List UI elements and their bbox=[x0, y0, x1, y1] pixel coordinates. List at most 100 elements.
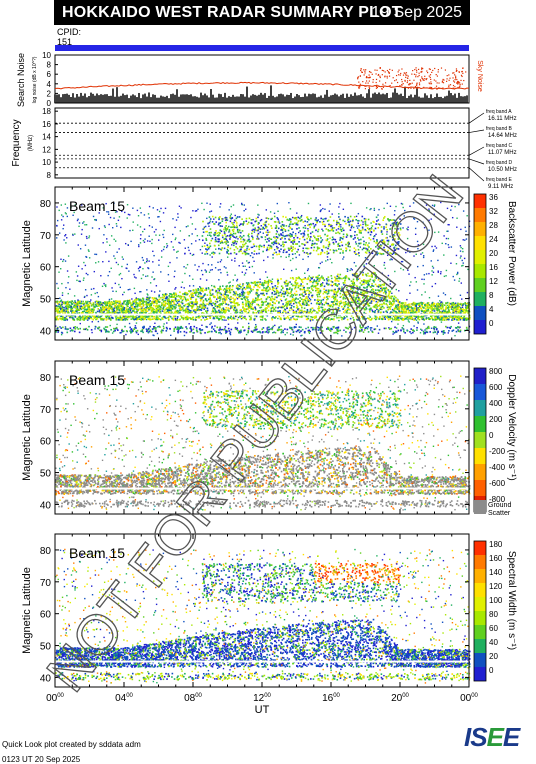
frequency-ylabel: Frequency bbox=[11, 119, 22, 166]
time-xlabel: UT bbox=[255, 704, 270, 716]
beam-label: Beam 15 bbox=[69, 198, 125, 214]
colorbar-tick-label: 4 bbox=[489, 305, 494, 314]
time-tick-superscript: 00 bbox=[264, 693, 271, 699]
ground-scatter-swatch bbox=[474, 500, 486, 514]
time-tick-label: 0000 bbox=[46, 693, 64, 704]
colorbar-segment bbox=[474, 278, 486, 292]
logo-letter: E bbox=[503, 722, 519, 753]
sky-noise-legend: Sky Noise bbox=[476, 60, 483, 92]
colorbar-tick-label: 140 bbox=[489, 568, 503, 577]
frequency-ytick-label: 18 bbox=[42, 107, 51, 116]
colorbar-tick-label: -200 bbox=[489, 447, 506, 456]
lat-tick-label: 40 bbox=[40, 326, 52, 337]
colorbar-tick-label: 24 bbox=[489, 235, 498, 244]
colorbar-segment bbox=[474, 292, 486, 306]
colorbar-segment bbox=[474, 208, 486, 222]
frequency-ytick-label: 12 bbox=[42, 145, 51, 154]
colorbar-tick-label: 0 bbox=[489, 666, 494, 675]
colorbar-tick-label: 100 bbox=[489, 596, 503, 605]
frequency-band-name: freq band A bbox=[486, 109, 512, 115]
colorbar-segment bbox=[474, 264, 486, 278]
noise-ytick-label: 10 bbox=[42, 51, 51, 60]
frequency-ytick-label: 8 bbox=[47, 171, 52, 180]
colorbar-segment bbox=[474, 480, 486, 496]
gap-stripe bbox=[55, 314, 469, 316]
colorbar-label: Spectral Width (m s⁻¹) bbox=[506, 551, 517, 650]
lat-tick-label: 70 bbox=[40, 405, 52, 416]
time-tick-label: 1200 bbox=[253, 693, 271, 704]
ground-scatter-label: Ground bbox=[488, 502, 511, 509]
lat-tick-label: 80 bbox=[40, 546, 52, 557]
footer-credit: Quick Look plot created by sddata adm bbox=[2, 740, 141, 749]
time-tick-superscript: 00 bbox=[471, 693, 478, 699]
gap-stripe bbox=[55, 661, 469, 663]
beam-label: Beam 15 bbox=[69, 372, 125, 388]
colorbar-segment bbox=[474, 236, 486, 250]
frequency-axes bbox=[55, 108, 469, 178]
isee-logo: ISEE bbox=[464, 722, 519, 753]
colorbar-tick-label: 28 bbox=[489, 221, 498, 230]
colorbar-segment bbox=[474, 194, 486, 208]
colorbar-segment bbox=[474, 653, 486, 667]
frequency-band-leader bbox=[469, 113, 484, 123]
colorbar-segment bbox=[474, 569, 486, 583]
lat-tick-label: 50 bbox=[40, 469, 52, 480]
colorbar-segment bbox=[474, 625, 486, 639]
colorbar-segment bbox=[474, 541, 486, 555]
frequency-band-leader bbox=[469, 130, 484, 133]
colorbar-segment bbox=[474, 416, 486, 432]
noise-ylabel: Search Noise bbox=[16, 53, 26, 107]
noise-panel: Search Noise log noise (dB x 10^?) Sky N… bbox=[16, 51, 483, 108]
colorbar-segment bbox=[474, 448, 486, 464]
logo-letter: S bbox=[470, 722, 486, 753]
colorbar-segment bbox=[474, 555, 486, 569]
colorbar-tick-label: -400 bbox=[489, 463, 506, 472]
frequency-band-leader bbox=[469, 159, 484, 164]
logo-letter: E bbox=[487, 722, 503, 753]
colorbar-segment bbox=[474, 306, 486, 320]
colorbar-segment bbox=[474, 432, 486, 448]
frequency-unit: (MHz) bbox=[28, 135, 34, 151]
noise-ytick-label: 6 bbox=[47, 70, 52, 79]
frequency-band-leader bbox=[469, 168, 484, 181]
time-tick-label: 2000 bbox=[391, 693, 409, 704]
time-tick-label: 0800 bbox=[184, 693, 202, 704]
noise-ytick-label: 8 bbox=[47, 61, 52, 70]
frequency-band-name: freq band D bbox=[486, 160, 513, 166]
colorbar-segment bbox=[474, 583, 486, 597]
time-tick-superscript: 00 bbox=[126, 693, 133, 699]
colorbar-segment bbox=[474, 667, 486, 681]
colorbar-tick-label: 60 bbox=[489, 624, 498, 633]
frequency-ytick-label: 16 bbox=[42, 120, 51, 129]
colorbar-tick-label: 12 bbox=[489, 277, 498, 286]
colorbar-segment bbox=[474, 597, 486, 611]
colorbar-tick-label: 32 bbox=[489, 207, 498, 216]
colorbar-tick-label: 80 bbox=[489, 610, 498, 619]
frequency-band-value: 16.11 MHz bbox=[488, 116, 517, 122]
colorbar-tick-label: 0 bbox=[489, 319, 494, 328]
lat-tick-label: 40 bbox=[40, 500, 52, 511]
lat-tick-label: 60 bbox=[40, 610, 52, 621]
colorbar-segment bbox=[474, 611, 486, 625]
lat-tick-label: 60 bbox=[40, 437, 52, 448]
colorbar-tick-label: 40 bbox=[489, 638, 498, 647]
colorbar-segment bbox=[474, 320, 486, 334]
colorbar-tick-label: 400 bbox=[489, 399, 503, 408]
colorbar-segment bbox=[474, 250, 486, 264]
colorbar-label: Doppler Velocity (m s⁻¹) bbox=[506, 374, 517, 480]
panel-ylabel: Magnetic Latitude bbox=[21, 220, 33, 307]
time-tick-superscript: 00 bbox=[195, 693, 202, 699]
frequency-band-value: 11.07 MHz bbox=[488, 150, 517, 156]
noise-ytick-label: 2 bbox=[47, 89, 52, 98]
time-tick-superscript: 00 bbox=[333, 693, 340, 699]
colorbar-label: Backscatter Power (dB) bbox=[506, 201, 517, 306]
colorbar-tick-label: 36 bbox=[489, 193, 498, 202]
noise-ylabel-small: log noise (dB x 10^?) bbox=[32, 56, 38, 103]
panel-ylabel: Magnetic Latitude bbox=[21, 567, 33, 654]
lat-tick-label: 80 bbox=[40, 373, 52, 384]
time-tick-label: 0000 bbox=[460, 693, 478, 704]
frequency-band-value: 9.11 MHz bbox=[488, 184, 513, 190]
time-tick-label: 0400 bbox=[115, 693, 133, 704]
frequency-ytick-label: 14 bbox=[42, 133, 51, 142]
